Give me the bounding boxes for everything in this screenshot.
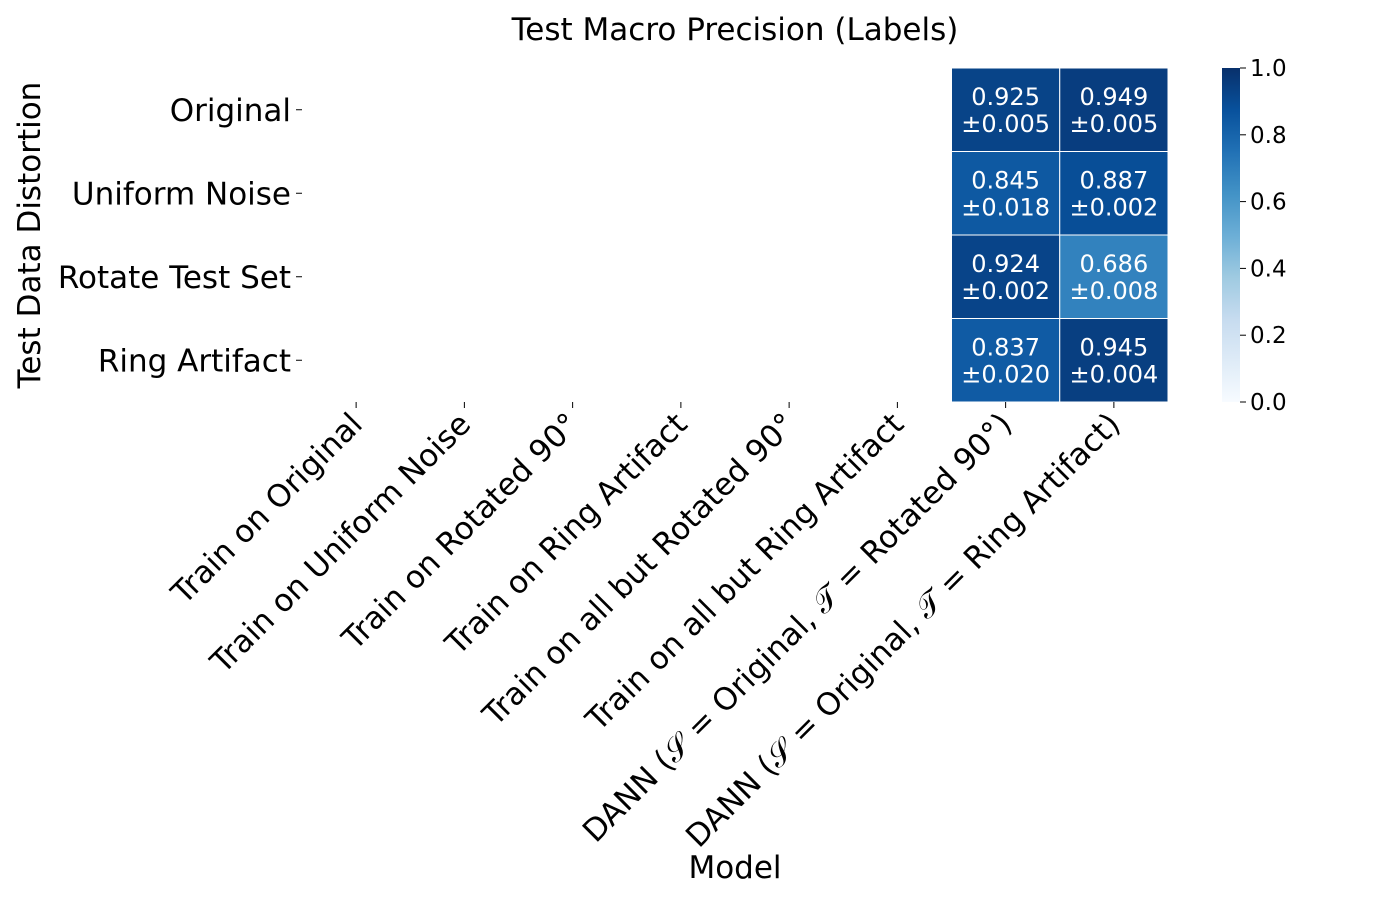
chart-title: Test Macro Precision (Labels) xyxy=(511,12,959,48)
cell-error-label: ±0.005 xyxy=(961,110,1050,138)
colorbar-tick-label: 0.2 xyxy=(1250,323,1287,349)
colorbar-tick-label: 0.6 xyxy=(1250,190,1287,216)
cell-error-label: ±0.020 xyxy=(961,360,1050,388)
row-label: Ring Artifact xyxy=(98,343,291,379)
heatmap-cell xyxy=(1059,67,1169,152)
cell-error-label: ±0.002 xyxy=(1069,193,1158,221)
cell-error-label: ±0.002 xyxy=(961,277,1050,305)
heatmap-cell xyxy=(951,67,1061,152)
cell-value-label: 0.949 xyxy=(1080,83,1149,111)
colorbar: 0.0 0.2 0.4 0.6 0.8 1.0 xyxy=(1222,56,1287,416)
cell-value-label: 0.845 xyxy=(971,166,1040,194)
row-labels: Original Uniform Noise Rotate Test Set Ring… xyxy=(58,93,302,379)
heatmap-cell xyxy=(1059,234,1169,319)
row-label: Uniform Noise xyxy=(72,176,291,212)
cell-error-label: ±0.008 xyxy=(1069,277,1158,305)
column-label: Train on Original xyxy=(164,406,370,612)
colorbar-tick-label: 0.0 xyxy=(1250,390,1287,416)
heatmap-cell xyxy=(1059,318,1169,403)
heatmap-cell xyxy=(951,234,1061,319)
x-axis-title: Model xyxy=(688,850,781,886)
cell-value-label: 0.925 xyxy=(971,83,1040,111)
cell-value-label: 0.686 xyxy=(1080,250,1149,278)
heatmap-cell xyxy=(951,151,1061,236)
cell-value-label: 0.945 xyxy=(1080,333,1149,361)
colorbar-tick-label: 0.4 xyxy=(1250,256,1287,282)
cell-error-label: ±0.005 xyxy=(1069,110,1158,138)
colorbar-tick-label: 0.8 xyxy=(1250,123,1287,149)
cell-value-label: 0.837 xyxy=(971,333,1040,361)
cell-value-label: 0.924 xyxy=(971,250,1040,278)
row-label: Rotate Test Set xyxy=(58,260,291,296)
row-label: Original xyxy=(170,93,291,129)
colorbar-gradient xyxy=(1222,68,1240,402)
heatmap-cell xyxy=(1059,151,1169,236)
y-axis-title: Test Data Distortion xyxy=(12,82,48,390)
heatmap-cells: 0.925±0.0050.949±0.0050.845±0.0180.887±0… xyxy=(951,67,1169,403)
cell-error-label: ±0.018 xyxy=(961,193,1050,221)
cell-error-label: ±0.004 xyxy=(1069,360,1158,388)
colorbar-tick-label: 1.0 xyxy=(1250,56,1287,82)
cell-value-label: 0.887 xyxy=(1080,166,1149,194)
